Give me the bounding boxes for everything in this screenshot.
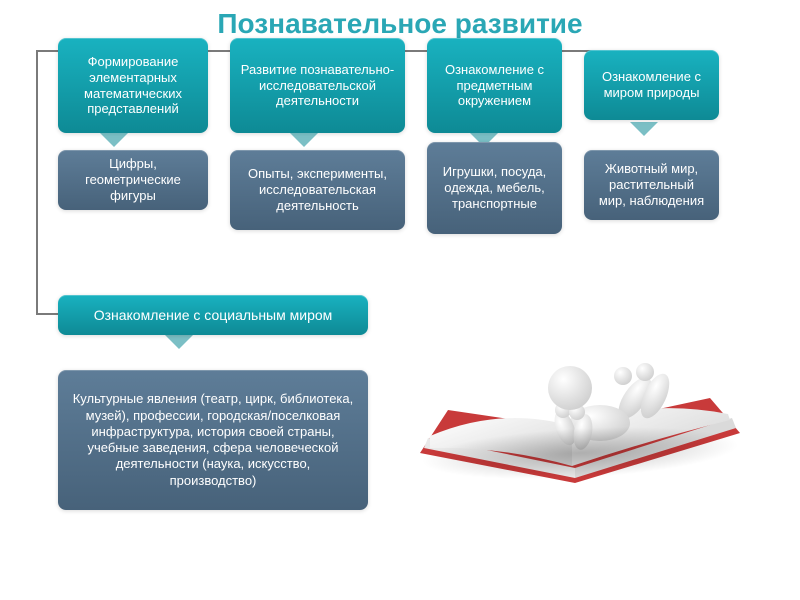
connector-wedge [100, 133, 128, 147]
category-nature: Ознакомление с миром природы [584, 50, 719, 120]
category-math: Формирование элементарных математических… [58, 38, 208, 133]
book-svg [400, 298, 760, 528]
sub-category-row: Цифры, геометрические фигуры Опыты, эксп… [58, 150, 782, 234]
top-category-row: Формирование элементарных математических… [58, 38, 782, 133]
book-with-figure-icon [400, 298, 760, 528]
tree-spine [36, 50, 38, 314]
category-objects: Ознакомление с предметным окружением [427, 38, 562, 133]
sub-social: Культурные явления (театр, цирк, библиот… [58, 370, 368, 510]
connector-wedge [290, 133, 318, 147]
sub-nature: Животный мир, растительный мир, наблюден… [584, 150, 719, 220]
sub-objects: Игрушки, посуда, одежда, мебель, транспо… [427, 142, 562, 234]
sub-research: Опыты, эксперименты, исследовательская д… [230, 150, 405, 230]
tree-branch [36, 313, 58, 315]
category-research: Развитие познавательно-исследовательской… [230, 38, 405, 133]
connector-wedge [165, 335, 193, 349]
connector-wedge [630, 122, 658, 136]
diagram-title: Познавательное развитие [0, 8, 800, 40]
sub-math: Цифры, геометрические фигуры [58, 150, 208, 210]
category-social: Ознакомление с социальным миром [58, 295, 368, 335]
